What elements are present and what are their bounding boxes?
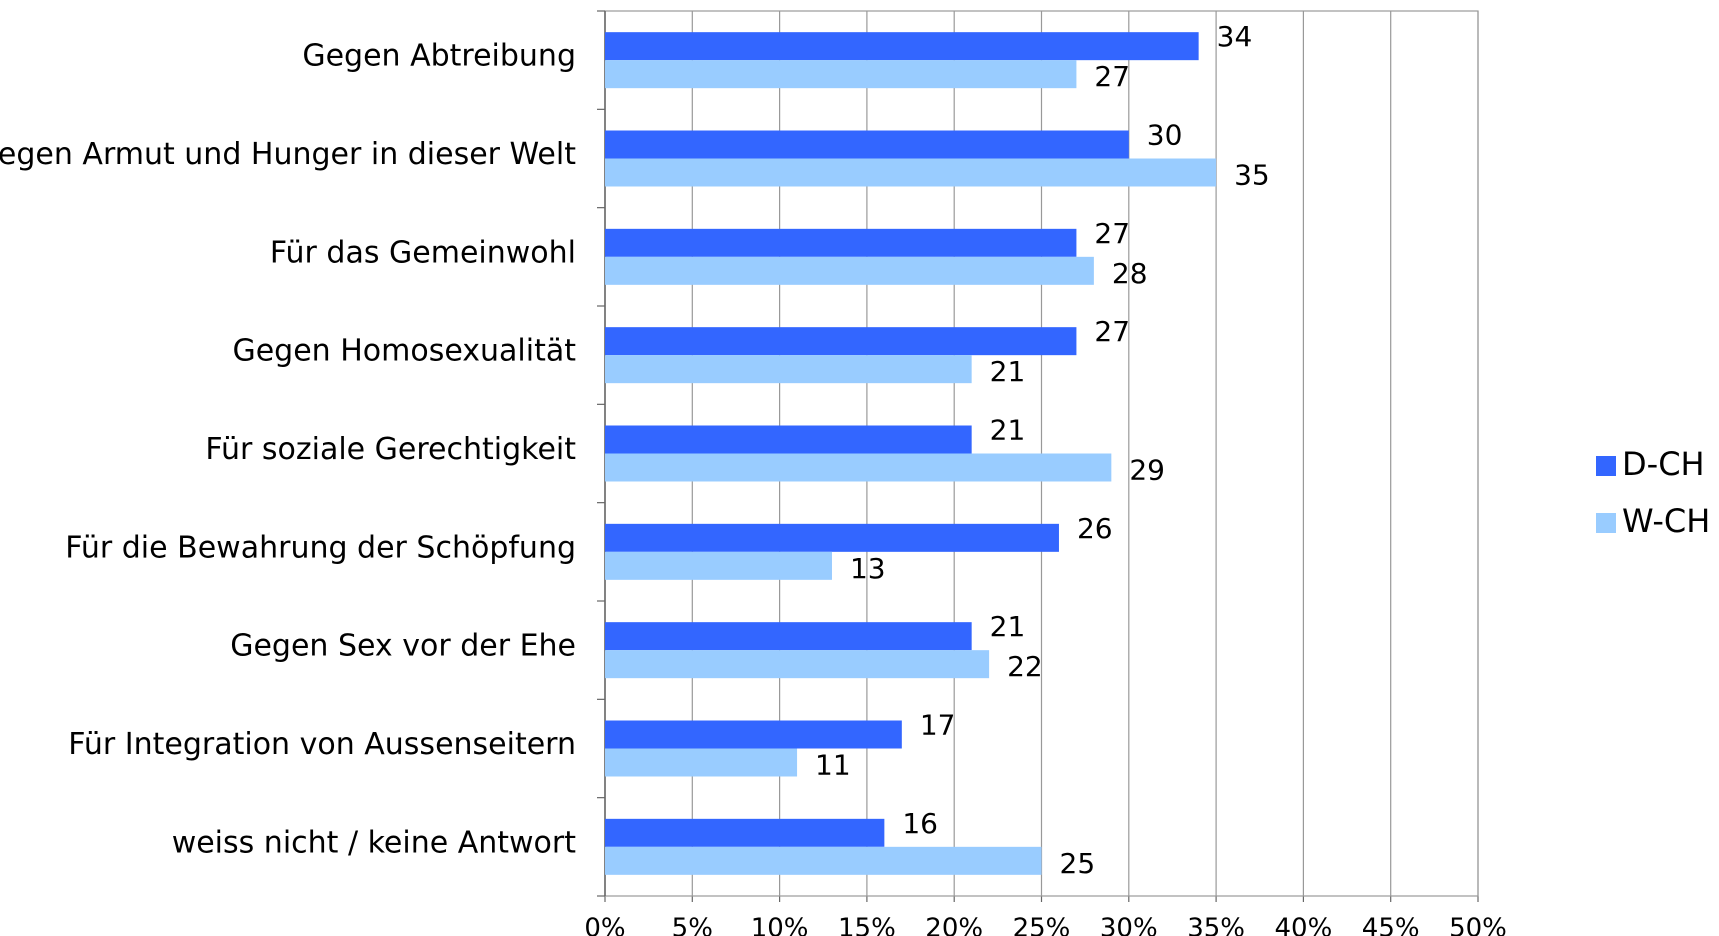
value-label: 11 xyxy=(815,749,851,782)
value-label: 25 xyxy=(1060,847,1096,880)
bar xyxy=(605,228,1077,257)
value-label: 29 xyxy=(1129,454,1165,487)
x-tick-label: 0% xyxy=(584,914,625,936)
y-tick-label: Gegen Homosexualität xyxy=(232,334,576,369)
bar xyxy=(605,748,798,777)
legend-label: W-CH xyxy=(1622,502,1710,540)
y-tick-label: Für soziale Gerechtigkeit xyxy=(205,432,576,467)
bar xyxy=(605,650,990,679)
bar xyxy=(605,720,902,749)
value-label: 30 xyxy=(1147,119,1183,152)
value-label: 22 xyxy=(1007,650,1043,683)
y-tick-label: Gegen Abtreibung xyxy=(302,39,576,74)
value-label: 35 xyxy=(1234,159,1270,192)
x-tick-label: 20% xyxy=(925,914,983,936)
y-tick-label: Für das Gemeinwohl xyxy=(270,235,576,270)
x-tick-label: 15% xyxy=(838,914,896,936)
x-tick-label: 45% xyxy=(1362,914,1420,936)
bar xyxy=(605,846,1042,875)
bar xyxy=(605,355,972,384)
y-tick-label: weiss nicht / keine Antwort xyxy=(172,825,577,860)
value-label: 26 xyxy=(1077,512,1113,545)
value-label: 17 xyxy=(920,709,956,742)
y-tick-label: Für die Bewahrung der Schöpfung xyxy=(65,530,576,565)
bar xyxy=(605,256,1094,285)
y-tick-label: Für Integration von Aussenseitern xyxy=(68,727,576,762)
value-label: 21 xyxy=(990,610,1026,643)
legend-label: D-CH xyxy=(1622,445,1705,483)
bar xyxy=(605,60,1077,89)
x-tick-label: 30% xyxy=(1100,914,1158,936)
x-tick-label: 10% xyxy=(751,914,809,936)
bar xyxy=(605,327,1077,356)
bar xyxy=(605,453,1112,482)
bar xyxy=(605,523,1059,552)
value-label: 16 xyxy=(902,807,938,840)
value-label: 28 xyxy=(1112,257,1148,290)
y-tick-label: Gegen Armut und Hunger in dieser Welt xyxy=(0,137,576,172)
value-label: 21 xyxy=(990,414,1026,447)
value-label: 27 xyxy=(1094,315,1130,348)
bar xyxy=(605,130,1129,159)
bar xyxy=(605,425,972,454)
x-tick-label: 25% xyxy=(1013,914,1071,936)
value-label: 13 xyxy=(850,552,886,585)
bar xyxy=(605,158,1217,187)
y-tick-label: Gegen Sex vor der Ehe xyxy=(230,629,576,664)
bar xyxy=(605,551,832,580)
x-tick-label: 40% xyxy=(1275,914,1333,936)
legend-swatch xyxy=(1596,513,1616,533)
bar xyxy=(605,818,885,847)
x-tick-label: 35% xyxy=(1187,914,1245,936)
value-label: 21 xyxy=(990,355,1026,388)
bar xyxy=(605,622,972,651)
x-tick-label: 50% xyxy=(1449,914,1507,936)
value-label: 27 xyxy=(1094,217,1130,250)
value-label: 27 xyxy=(1094,60,1130,93)
legend-swatch xyxy=(1596,456,1616,476)
value-label: 34 xyxy=(1217,20,1253,53)
bar xyxy=(605,32,1199,61)
x-tick-label: 5% xyxy=(672,914,713,936)
